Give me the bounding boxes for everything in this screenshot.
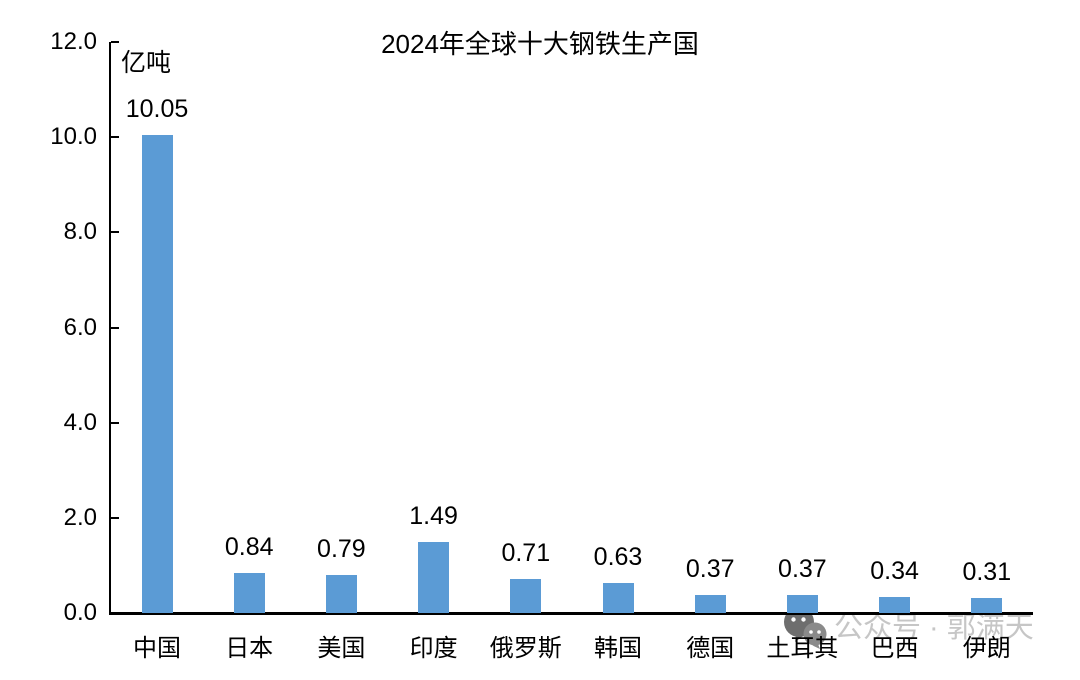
y-tick-mark — [111, 41, 119, 43]
x-category-label: 德国 — [686, 635, 735, 662]
x-category-label: 中国 — [133, 635, 181, 662]
y-tick-label: 4.0 — [63, 408, 97, 436]
bar-value-label: 0.31 — [962, 558, 1012, 587]
bar — [694, 595, 726, 613]
x-category-label: 巴西 — [870, 635, 919, 662]
bar — [510, 579, 542, 613]
bar-value-label: 0.79 — [317, 535, 366, 564]
x-category-label: 韩国 — [594, 635, 642, 662]
x-axis-line — [109, 612, 1033, 615]
y-tick-mark — [111, 136, 119, 139]
bar — [879, 596, 911, 613]
bar-value-label: 0.34 — [870, 556, 919, 585]
bar — [325, 575, 357, 613]
bar-value-label: 0.63 — [593, 543, 643, 572]
chart-title: 2024年全球十大钢铁生产国 — [381, 29, 699, 59]
bar — [971, 598, 1003, 613]
bar — [786, 595, 818, 613]
bar — [418, 542, 450, 613]
bar-value-label: 0.37 — [778, 555, 827, 584]
bar — [141, 134, 173, 613]
y-tick-mark — [111, 231, 119, 234]
bar-value-label: 1.49 — [409, 502, 458, 531]
y-axis-line — [109, 42, 111, 613]
y-axis-unit-label: 亿吨 — [121, 49, 172, 77]
y-tick-mark — [111, 421, 119, 424]
x-category-label: 美国 — [317, 635, 366, 662]
y-tick-mark — [111, 326, 119, 329]
x-category-label: 伊朗 — [962, 635, 1011, 662]
x-category-label: 日本 — [225, 635, 274, 662]
bar-value-label: 0.84 — [224, 533, 274, 562]
y-tick-label: 0.0 — [63, 599, 97, 626]
x-category-label: 土耳其 — [766, 635, 839, 662]
y-tick-label: 8.0 — [63, 218, 97, 246]
y-tick-label: 10.0 — [50, 123, 97, 151]
bar-value-label: 0.37 — [685, 555, 735, 584]
bar-value-label: 10.05 — [125, 94, 189, 123]
y-tick-label: 2.0 — [63, 503, 97, 531]
bar — [602, 583, 634, 613]
x-category-label: 俄罗斯 — [489, 635, 562, 662]
y-tick-label: 6.0 — [63, 313, 97, 341]
y-tick-mark — [111, 516, 119, 519]
y-tick-label: 12.0 — [50, 28, 97, 55]
bar — [233, 573, 265, 613]
bar-value-label: 0.71 — [501, 539, 551, 568]
watermark-text: 公众号 · 郭满天 — [834, 612, 1034, 644]
x-category-label: 印度 — [409, 635, 458, 662]
